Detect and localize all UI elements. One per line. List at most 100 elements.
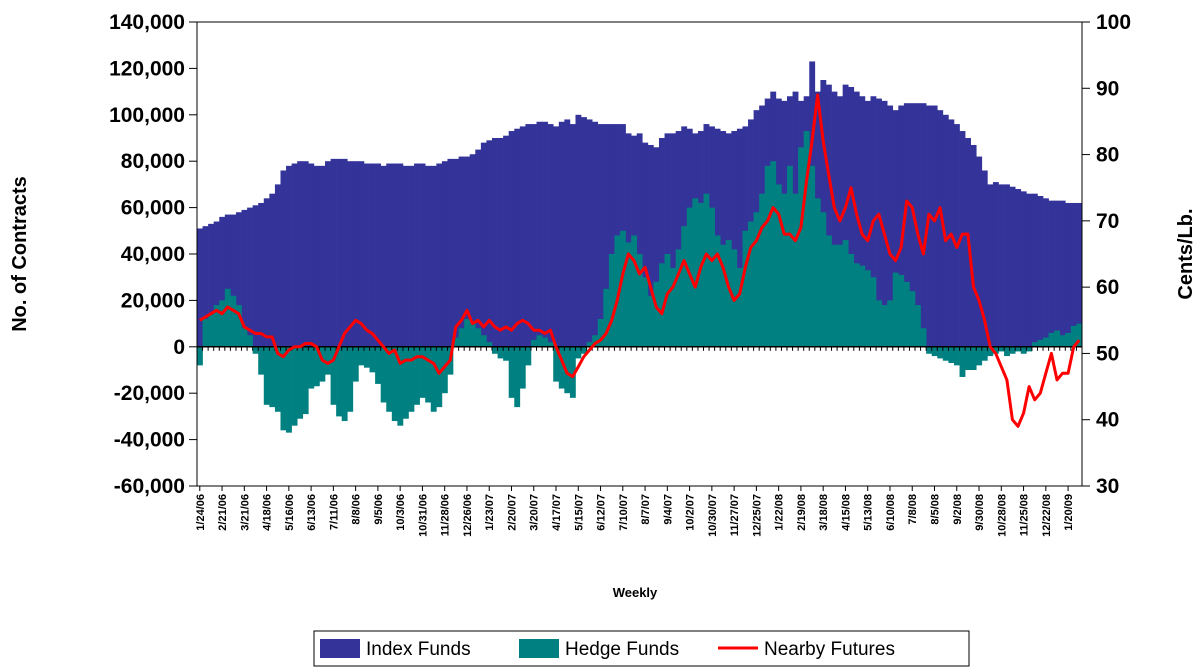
bar [853,263,860,347]
bar [369,163,376,347]
x-tick-label: 11/28/06 [440,494,452,536]
bar [397,346,404,426]
bar [592,121,599,347]
x-tick-label: 10/3/06 [395,494,407,531]
bar [1026,193,1033,347]
bar [770,161,777,347]
bar [915,103,921,347]
bar [219,300,226,347]
bar [1065,332,1072,347]
y-tick-label: -20,000 [114,382,185,405]
bar [864,100,871,347]
bar [831,244,838,347]
x-tick-label: 5/15/07 [573,494,585,531]
bar [341,346,348,422]
bar [864,270,871,347]
x-tick-label: 12/26/06 [462,494,474,537]
bar [558,121,565,347]
bar [497,346,504,359]
bar [274,346,281,412]
bar [720,244,727,347]
bar [625,133,632,347]
bar [274,184,281,347]
bar [942,346,949,361]
bar [1070,202,1077,347]
bar [336,346,343,417]
bar [1004,346,1010,357]
line [199,93,1081,428]
x-tick-label: 3/20/07 [529,494,541,531]
bar [213,221,220,347]
bar [375,163,381,347]
legend: Index Funds Hedge Funds Nearby Futures [320,639,895,660]
bar [258,202,265,347]
bar [981,170,988,347]
y2-tick-label: 30 [1096,475,1119,498]
bar [1020,191,1027,347]
bar [519,346,526,389]
bar [419,346,426,398]
bar [308,346,315,389]
bar [909,103,916,347]
bar [658,263,665,347]
bar [953,346,960,366]
bar [926,346,933,354]
bar [224,288,231,347]
bar [213,305,220,347]
bar [486,140,493,347]
bar [848,86,855,347]
bar [547,342,554,347]
y2-tick-label: 80 [1096,144,1119,167]
bar [475,149,482,347]
bar [736,267,743,347]
bar [876,98,882,347]
bar [297,161,304,347]
x-tick-label: 1/20/09 [1063,494,1075,531]
x-tick-label: 2/21/06 [217,494,229,531]
bar [230,295,237,347]
bar [402,346,409,419]
bar [569,124,576,347]
bar [831,91,838,347]
bar [447,158,454,347]
bar [536,335,543,347]
bar [642,142,649,347]
bar [809,165,816,347]
y2-tick-label: 50 [1096,342,1119,365]
bar [903,103,910,347]
x-tick-label: 1/23/07 [484,494,496,531]
bar [319,346,326,382]
x-tick-label: 4/18/06 [262,494,274,531]
x-tick-label: 8/7/07 [640,494,652,525]
bar [892,272,899,347]
bar [603,124,610,347]
x-tick-label: 11/27/07 [729,494,741,536]
bar [581,346,587,354]
bar [664,133,671,347]
y2-tick-label: 40 [1096,409,1119,432]
bar [965,346,971,370]
bar [486,342,493,347]
bar [1020,346,1027,354]
bar [892,110,899,347]
bar [375,346,381,384]
bar [380,165,387,347]
bar [987,346,994,357]
y-tick-label: 20,000 [121,289,185,312]
bar [664,254,671,347]
x-tick-label: 1/22/08 [774,494,786,531]
y2-axis-title: Cents/Lb. [1175,208,1197,299]
bar [280,170,287,347]
x-tick-label: 6/13/06 [306,494,318,531]
bar [1059,335,1066,347]
bar [848,254,855,347]
bar [903,281,910,347]
bar [391,346,398,422]
bar [575,114,582,347]
bar [497,138,504,347]
bar [653,147,660,347]
bar [881,305,888,347]
bar [725,133,732,347]
bar [670,133,676,347]
bar [625,242,632,347]
